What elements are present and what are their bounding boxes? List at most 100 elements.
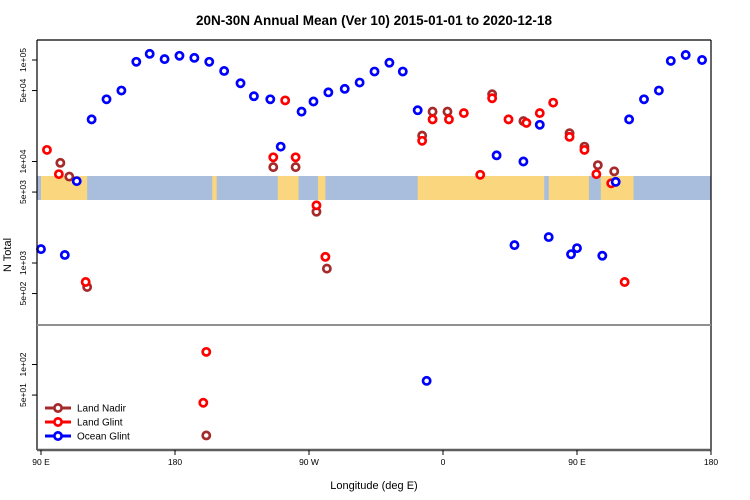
data-point bbox=[665, 55, 676, 66]
x-tick-label: 90 E bbox=[568, 457, 586, 467]
data-point bbox=[64, 171, 75, 182]
data-point bbox=[572, 243, 582, 254]
data-point bbox=[275, 141, 286, 152]
data-point bbox=[421, 375, 432, 386]
chart-title: 20N-30N Annual Mean (Ver 10) 2015-01-01 … bbox=[196, 13, 552, 28]
data-point bbox=[609, 166, 620, 177]
data-point bbox=[174, 50, 185, 61]
y-axis-title: N Total bbox=[2, 238, 14, 272]
y-tick-label: 5e+01 bbox=[18, 383, 28, 407]
data-point bbox=[198, 397, 209, 408]
data-point bbox=[397, 66, 408, 77]
y-axis: 1e+05 5e+04 1e+04 5e+03 1e+03 5e+02 1e+02 5e+01 bbox=[18, 48, 37, 407]
legend-item-land-glint: Land Glint bbox=[45, 417, 123, 429]
data-point bbox=[189, 52, 200, 63]
data-point bbox=[579, 144, 590, 155]
series-land-glint bbox=[42, 93, 630, 408]
x-tick-label: 180 bbox=[168, 457, 182, 467]
x-tick-label: 90 W bbox=[299, 457, 319, 467]
data-point bbox=[144, 48, 155, 59]
data-point bbox=[80, 277, 91, 287]
data-point bbox=[131, 56, 142, 67]
data-point bbox=[475, 169, 486, 180]
data-points bbox=[36, 48, 708, 441]
data-point bbox=[591, 169, 602, 180]
map-band-land bbox=[417, 176, 545, 200]
data-point bbox=[290, 162, 301, 173]
y-tick-label: 1e+04 bbox=[18, 149, 28, 173]
data-point bbox=[354, 77, 365, 88]
legend-item-ocean-glint: Ocean Glint bbox=[45, 431, 130, 443]
data-point bbox=[204, 56, 215, 67]
data-point bbox=[280, 95, 291, 106]
data-point bbox=[159, 54, 170, 65]
data-point bbox=[543, 232, 554, 243]
series-ocean-glint bbox=[36, 48, 708, 386]
map-band-land bbox=[277, 176, 299, 200]
legend-label: Land Nadir bbox=[77, 404, 127, 415]
legend-item-land-nadir: Land Nadir bbox=[45, 403, 127, 415]
data-point bbox=[427, 114, 438, 125]
y-tick-label: 5e+02 bbox=[18, 281, 28, 305]
data-point bbox=[597, 250, 608, 261]
y-tick-label: 1e+05 bbox=[18, 48, 28, 72]
data-point bbox=[610, 176, 621, 187]
plot-frame bbox=[36, 39, 712, 452]
legend: Land Nadir Land Glint Ocean Glint bbox=[45, 403, 130, 443]
map-band-land bbox=[212, 176, 217, 200]
data-point bbox=[680, 50, 691, 60]
data-point bbox=[521, 117, 532, 128]
data-point bbox=[427, 106, 438, 117]
data-point bbox=[320, 251, 331, 262]
data-point bbox=[235, 78, 246, 89]
data-point bbox=[311, 200, 322, 211]
legend-marker-icon bbox=[53, 403, 63, 413]
map-band-land bbox=[317, 176, 326, 200]
y-tick-label: 1e+03 bbox=[18, 251, 28, 275]
data-point bbox=[290, 152, 301, 163]
data-point bbox=[296, 106, 307, 117]
legend-label: Ocean Glint bbox=[77, 432, 130, 443]
x-tick-label: 180 bbox=[704, 457, 718, 467]
data-point bbox=[308, 96, 319, 107]
map-band-ocean bbox=[37, 176, 711, 200]
data-point bbox=[248, 91, 259, 102]
data-point bbox=[265, 94, 276, 105]
data-point bbox=[639, 94, 649, 105]
data-point bbox=[201, 346, 212, 357]
data-point bbox=[59, 250, 70, 260]
data-point bbox=[201, 430, 212, 441]
y-tick-label: 5e+03 bbox=[18, 180, 28, 204]
data-point bbox=[36, 244, 46, 255]
data-point bbox=[518, 156, 529, 167]
data-point bbox=[548, 97, 559, 108]
data-point bbox=[592, 160, 603, 171]
data-point bbox=[86, 114, 97, 125]
data-point bbox=[323, 87, 334, 98]
data-point bbox=[509, 240, 520, 251]
data-point bbox=[444, 114, 454, 125]
data-point bbox=[339, 83, 350, 94]
data-point bbox=[624, 114, 635, 125]
legend-label: Land Glint bbox=[77, 418, 123, 429]
legend-marker-icon bbox=[53, 431, 63, 441]
x-axis-title: Longitude (deg E) bbox=[330, 480, 417, 492]
data-point bbox=[268, 162, 279, 173]
data-point bbox=[653, 85, 664, 96]
x-tick-label: 0 bbox=[441, 457, 446, 467]
data-point bbox=[487, 93, 498, 104]
data-point bbox=[442, 106, 453, 117]
data-point bbox=[268, 152, 279, 163]
x-axis: 90 E 180 90 W 0 90 E 180 bbox=[32, 450, 718, 467]
y-tick-label: 1e+02 bbox=[18, 352, 28, 376]
series-land-nadir bbox=[55, 89, 620, 441]
data-point bbox=[619, 277, 630, 287]
data-point bbox=[219, 66, 230, 76]
data-point bbox=[564, 131, 575, 142]
data-point bbox=[697, 55, 708, 65]
data-point bbox=[384, 57, 395, 68]
data-point bbox=[116, 85, 127, 96]
data-point bbox=[321, 263, 332, 274]
